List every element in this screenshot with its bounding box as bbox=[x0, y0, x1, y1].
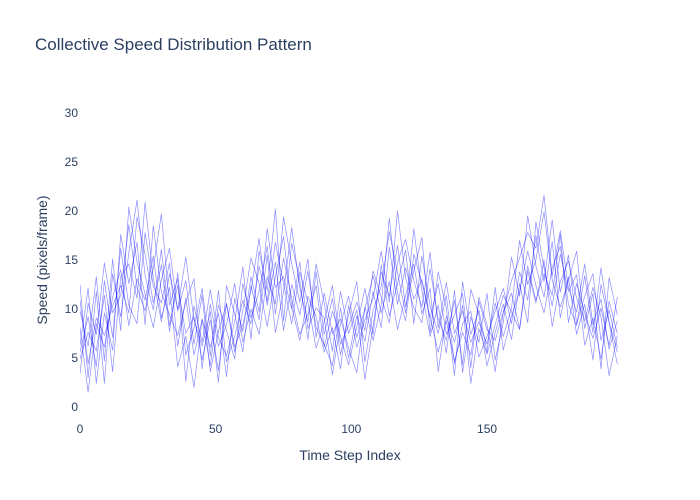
x-tick-label: 100 bbox=[341, 422, 361, 436]
y-tick-label: 5 bbox=[71, 351, 78, 365]
x-tick-label: 0 bbox=[77, 422, 84, 436]
y-axis-title: Speed (pixels/frame) bbox=[34, 195, 50, 324]
series-line-3 bbox=[80, 228, 618, 393]
series-line-8 bbox=[80, 201, 618, 383]
x-tick-label: 150 bbox=[477, 422, 497, 436]
y-tick-label: 0 bbox=[71, 400, 78, 414]
y-tick-label: 20 bbox=[65, 204, 79, 218]
series-line-1 bbox=[80, 194, 618, 384]
series-line-7 bbox=[80, 211, 618, 370]
chart-title: Collective Speed Distribution Pattern bbox=[35, 35, 312, 54]
series-line-2 bbox=[80, 219, 618, 368]
y-tick-label: 30 bbox=[65, 106, 79, 120]
x-tick-label: 50 bbox=[209, 422, 223, 436]
series-line-6 bbox=[80, 216, 618, 384]
y-tick-label: 10 bbox=[65, 302, 79, 316]
series-layer bbox=[80, 194, 618, 393]
plot-area bbox=[80, 100, 620, 420]
series-line-5 bbox=[80, 206, 618, 373]
y-tick-label: 25 bbox=[65, 155, 79, 169]
y-tick-label: 15 bbox=[65, 253, 79, 267]
x-axis-title: Time Step Index bbox=[299, 447, 400, 463]
series-line-4 bbox=[80, 208, 618, 382]
x-tick-labels: 0 50 100 150 bbox=[77, 422, 498, 436]
y-tick-labels: 0 5 10 15 20 25 30 bbox=[65, 106, 79, 414]
